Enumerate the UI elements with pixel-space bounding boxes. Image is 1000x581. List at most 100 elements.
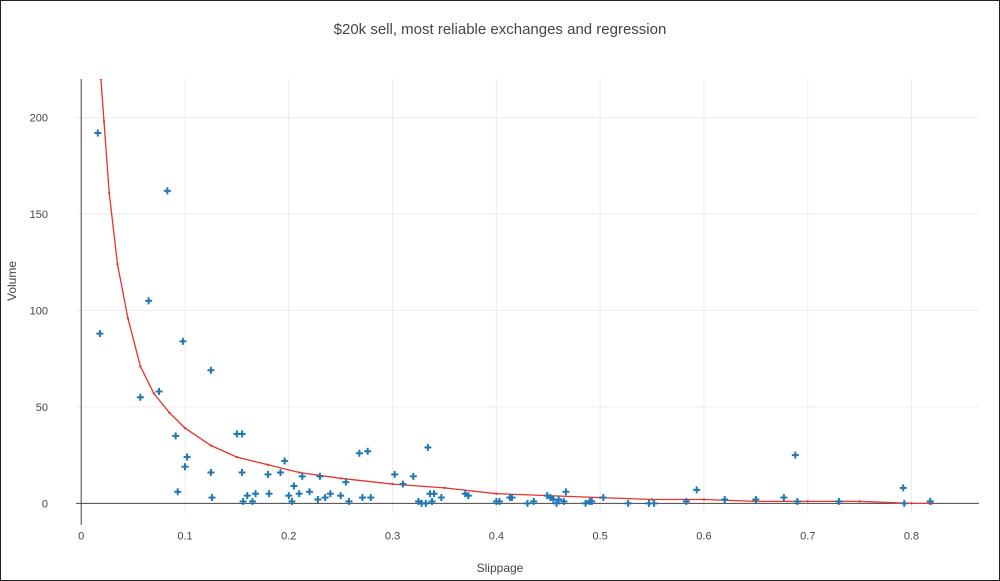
x-tick-label: 0 — [78, 530, 84, 542]
data-point[interactable] — [560, 497, 568, 505]
regression-point — [339, 477, 342, 480]
data-point[interactable] — [207, 468, 215, 476]
data-point[interactable] — [752, 495, 760, 503]
data-point[interactable] — [780, 494, 788, 502]
data-point[interactable] — [582, 499, 590, 507]
data-point[interactable] — [243, 492, 251, 500]
data-point[interactable] — [306, 488, 314, 496]
x-tick-label: 0.1 — [177, 530, 192, 542]
y-tick-label: 150 — [30, 209, 48, 221]
data-point[interactable] — [252, 490, 260, 498]
data-point[interactable] — [96, 330, 104, 338]
data-point[interactable] — [179, 337, 187, 345]
data-point[interactable] — [693, 486, 701, 494]
data-point[interactable] — [399, 480, 407, 488]
regression-point — [931, 502, 934, 505]
data-point[interactable] — [900, 499, 908, 507]
data-point[interactable] — [430, 490, 438, 498]
data-point[interactable] — [926, 497, 934, 505]
regression-point — [235, 455, 239, 459]
data-point[interactable] — [264, 470, 272, 478]
data-point[interactable] — [428, 497, 436, 505]
data-point[interactable] — [314, 495, 322, 503]
data-point[interactable] — [682, 497, 690, 505]
data-point[interactable] — [174, 488, 182, 496]
regression-point — [443, 486, 446, 490]
data-point[interactable] — [321, 494, 329, 502]
data-point[interactable] — [835, 497, 843, 505]
data-point[interactable] — [355, 449, 363, 457]
data-point[interactable] — [326, 490, 334, 498]
data-point[interactable] — [285, 492, 293, 500]
data-point[interactable] — [155, 387, 163, 395]
y-tick-label: 50 — [36, 402, 48, 414]
data-point[interactable] — [345, 497, 353, 505]
data-point[interactable] — [508, 494, 516, 502]
data-point[interactable] — [208, 494, 216, 502]
data-point[interactable] — [555, 495, 563, 503]
y-tick-label: 200 — [30, 113, 48, 125]
data-point[interactable] — [298, 472, 306, 480]
data-point[interactable] — [163, 187, 171, 195]
points-layer — [94, 129, 934, 507]
data-point[interactable] — [599, 494, 607, 502]
data-point[interactable] — [791, 451, 799, 459]
x-tick-label: 0.2 — [281, 530, 296, 542]
data-point[interactable] — [239, 497, 247, 505]
data-point[interactable] — [136, 393, 144, 401]
regression-point — [702, 498, 706, 501]
data-point[interactable] — [364, 447, 372, 455]
data-point[interactable] — [424, 443, 432, 451]
data-point[interactable] — [290, 482, 298, 490]
data-point[interactable] — [337, 492, 345, 500]
data-point[interactable] — [464, 492, 472, 500]
data-point[interactable] — [553, 499, 561, 507]
regression-point — [266, 463, 270, 466]
x-tick-label: 0.6 — [696, 530, 711, 542]
data-point[interactable] — [265, 490, 273, 498]
data-point[interactable] — [248, 497, 256, 505]
x-tick-label: 0.7 — [800, 530, 815, 542]
x-tick-label: 0.8 — [904, 530, 919, 542]
regression-point — [102, 120, 106, 123]
data-point[interactable] — [391, 470, 399, 478]
regression-point — [910, 502, 913, 505]
data-point[interactable] — [342, 478, 350, 486]
data-point[interactable] — [624, 499, 632, 507]
data-point[interactable] — [145, 297, 153, 305]
data-point[interactable] — [524, 499, 531, 507]
data-point[interactable] — [238, 430, 246, 438]
data-point[interactable] — [295, 490, 303, 498]
data-point[interactable] — [409, 472, 417, 480]
data-point[interactable] — [899, 484, 907, 492]
data-point[interactable] — [358, 494, 366, 502]
data-point[interactable] — [94, 129, 102, 137]
data-point[interactable] — [281, 457, 289, 465]
data-point[interactable] — [172, 432, 180, 440]
data-point[interactable] — [276, 468, 284, 476]
data-point[interactable] — [495, 497, 503, 505]
regression-point — [495, 492, 498, 495]
data-point[interactable] — [437, 494, 445, 502]
tick-labels: 0 0.1 0.2 0.3 0.4 0.5 0.6 0.7 0.8 0 50 100 150 200 — [30, 113, 920, 543]
data-point[interactable] — [422, 499, 430, 507]
data-point[interactable] — [793, 497, 801, 505]
y-tick-label: 100 — [30, 305, 48, 317]
data-point[interactable] — [721, 495, 729, 503]
data-point[interactable] — [530, 497, 538, 505]
data-point[interactable] — [367, 494, 375, 502]
data-point[interactable] — [588, 497, 596, 505]
data-point[interactable] — [183, 453, 191, 461]
data-point[interactable] — [288, 497, 296, 505]
regression-point — [858, 500, 861, 503]
data-point[interactable] — [562, 488, 570, 496]
regression-point — [391, 482, 394, 486]
regression-point — [99, 79, 103, 81]
y-tick-label: 0 — [42, 498, 48, 510]
data-point[interactable] — [181, 463, 189, 471]
data-point[interactable] — [650, 499, 658, 507]
data-point[interactable] — [207, 366, 215, 374]
data-point[interactable] — [316, 472, 324, 480]
data-point[interactable] — [238, 468, 246, 476]
